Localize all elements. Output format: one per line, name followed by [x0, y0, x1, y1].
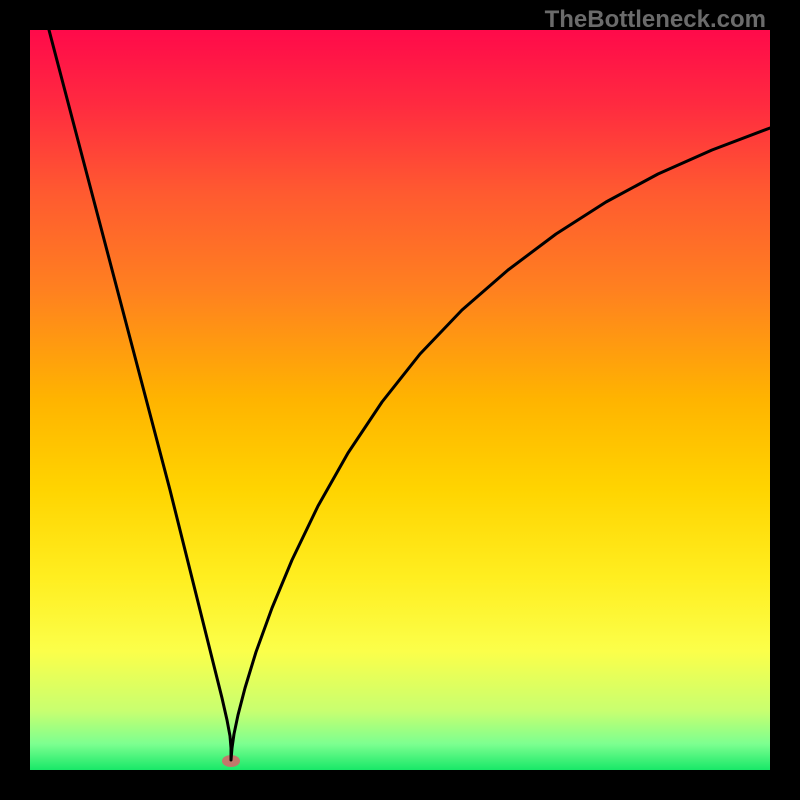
- watermark-text: TheBottleneck.com: [545, 6, 766, 34]
- curve-layer: [30, 30, 770, 770]
- plot-area: [30, 30, 770, 770]
- bottleneck-curve: [49, 30, 770, 760]
- chart-frame: TheBottleneck.com: [0, 0, 800, 800]
